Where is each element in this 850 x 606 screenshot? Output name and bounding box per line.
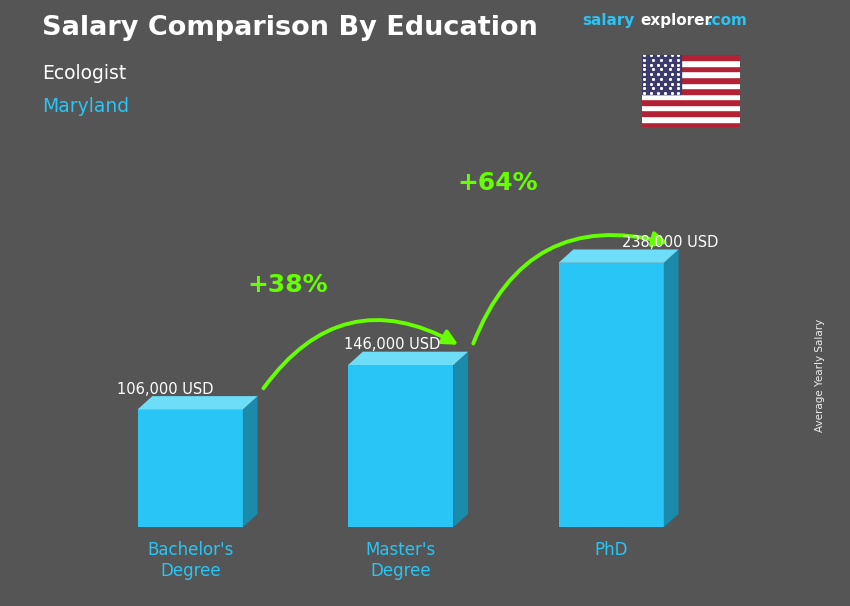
FancyArrowPatch shape <box>264 320 455 388</box>
Polygon shape <box>348 351 468 365</box>
Bar <box>642 99 740 105</box>
Bar <box>348 365 453 527</box>
Polygon shape <box>453 351 468 527</box>
Bar <box>642 55 740 60</box>
Bar <box>642 82 740 88</box>
Bar <box>642 88 740 94</box>
Text: Maryland: Maryland <box>42 97 129 116</box>
Bar <box>558 263 664 527</box>
Bar <box>642 122 740 127</box>
Polygon shape <box>243 396 258 527</box>
Bar <box>642 77 740 82</box>
Bar <box>642 105 740 110</box>
Text: 238,000 USD: 238,000 USD <box>621 235 718 250</box>
Text: +64%: +64% <box>458 171 538 195</box>
Text: +38%: +38% <box>247 273 328 297</box>
Text: .com: .com <box>706 13 747 28</box>
Bar <box>642 94 740 99</box>
Bar <box>642 116 740 122</box>
Text: 106,000 USD: 106,000 USD <box>116 382 213 397</box>
Text: explorer: explorer <box>640 13 712 28</box>
Bar <box>642 65 740 72</box>
Text: salary: salary <box>582 13 635 28</box>
Bar <box>642 110 740 116</box>
Bar <box>642 55 681 94</box>
Bar <box>138 410 243 527</box>
Polygon shape <box>138 396 258 410</box>
Bar <box>642 60 740 65</box>
Polygon shape <box>664 250 678 527</box>
Text: Ecologist: Ecologist <box>42 64 127 82</box>
Text: Salary Comparison By Education: Salary Comparison By Education <box>42 15 538 41</box>
Polygon shape <box>558 250 678 263</box>
Bar <box>642 72 740 77</box>
Text: Average Yearly Salary: Average Yearly Salary <box>815 319 825 432</box>
FancyArrowPatch shape <box>473 233 664 344</box>
Text: 146,000 USD: 146,000 USD <box>344 338 440 353</box>
